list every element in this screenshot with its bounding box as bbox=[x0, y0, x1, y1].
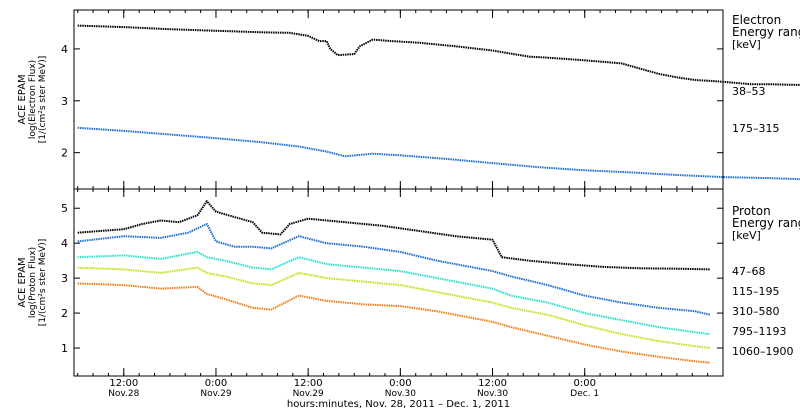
y-tick-label: 2 bbox=[61, 147, 68, 160]
legend-title: [keV] bbox=[732, 38, 761, 51]
y-axis-label: ACE EPAM bbox=[17, 74, 28, 124]
plot-frame bbox=[73, 188, 724, 377]
series-line-0 bbox=[77, 24, 800, 86]
series-line-4 bbox=[77, 282, 711, 364]
legend-entry: 38–53 bbox=[732, 85, 766, 98]
legend-entry: 1060–1900 bbox=[732, 345, 794, 358]
legend-title: Electron bbox=[732, 13, 781, 27]
y-tick-label: 5 bbox=[61, 202, 68, 215]
y-tick-label: 4 bbox=[61, 43, 68, 56]
series-line-1 bbox=[77, 126, 800, 181]
series-line-0 bbox=[77, 200, 711, 271]
x-axis-label: hours:minutes, Nov. 28, 2011 – Dec. 1, 2… bbox=[287, 399, 510, 410]
legend-title: [keV] bbox=[732, 229, 761, 242]
y-tick-label: 2 bbox=[61, 307, 68, 320]
legend-entry: 310–580 bbox=[732, 305, 780, 318]
y-axis-label: [1/(cm²s ster MeV)] bbox=[38, 239, 48, 326]
legend-title: Energy range bbox=[732, 216, 800, 230]
legend-entry: 795–1193 bbox=[732, 325, 787, 338]
legend-entry: 175–315 bbox=[732, 122, 780, 135]
legend-title: Proton bbox=[732, 204, 771, 218]
series-line-2 bbox=[77, 250, 711, 336]
y-axis-label: ACE EPAM bbox=[17, 257, 28, 307]
series-line-1 bbox=[77, 223, 711, 316]
y-axis-label: log(Proton Flux) bbox=[28, 247, 38, 318]
x-tick-date: Nov.30 bbox=[385, 389, 416, 399]
electron-panel: 2 3 4 ACE EPAM log(Electron Flux) [1/(cm²s st… bbox=[17, 9, 800, 190]
x-tick-time: 0:00 bbox=[573, 378, 595, 389]
x-tick-date: Dec. 1 bbox=[570, 389, 599, 399]
y-tick-label: 4 bbox=[61, 237, 68, 250]
proton-panel: 1 2 3 4 5 ACE EPAM log(Proton Flux) [1/(cm²s st… bbox=[17, 188, 800, 410]
x-tick-time: 12:00 bbox=[478, 378, 507, 389]
series-line-3 bbox=[77, 266, 711, 349]
y-axis-label: log(Electron Flux) bbox=[28, 60, 38, 139]
y-tick-label: 3 bbox=[61, 95, 68, 108]
x-tick-time: 12:00 bbox=[294, 378, 323, 389]
y-tick-label: 3 bbox=[61, 272, 68, 285]
legend-title: Energy range bbox=[732, 25, 800, 39]
y-tick-label: 1 bbox=[61, 342, 68, 355]
y-axis-label: [1/(cm²s ster MeV)] bbox=[38, 56, 48, 143]
x-tick-date: Nov.30 bbox=[477, 389, 508, 399]
legend-entry: 47–68 bbox=[732, 265, 766, 278]
legend-entry: 115–195 bbox=[732, 285, 780, 298]
x-tick-time: 0:00 bbox=[389, 378, 411, 389]
x-tick-time: 12:00 bbox=[109, 378, 138, 389]
x-tick-time: 0:00 bbox=[205, 378, 227, 389]
plot-frame bbox=[73, 9, 724, 190]
x-tick-date: Nov.29 bbox=[200, 389, 231, 399]
x-tick-date: Nov.29 bbox=[293, 389, 324, 399]
x-tick-date: Nov.28 bbox=[108, 389, 139, 399]
